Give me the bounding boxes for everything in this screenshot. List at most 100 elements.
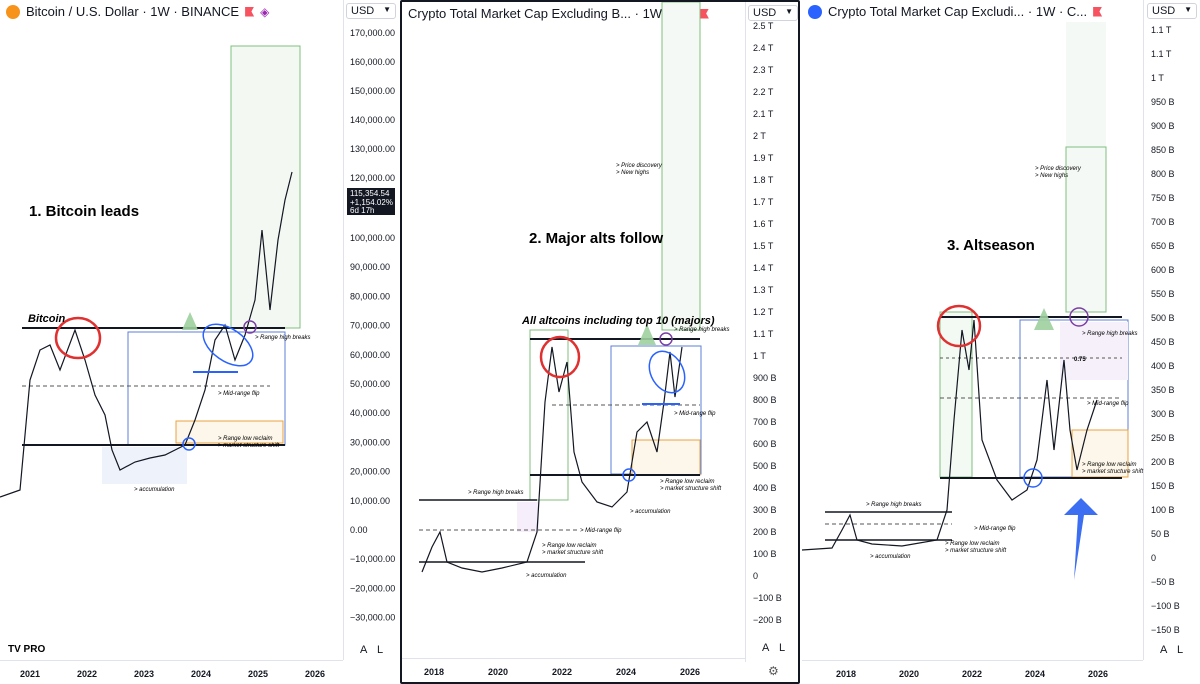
compare-icon[interactable]: ◈ xyxy=(260,4,270,19)
auto-scale-button[interactable]: A xyxy=(360,644,368,656)
y-tick-label: 120,000.00 xyxy=(350,173,395,183)
currency-select[interactable]: USD ▼ xyxy=(346,3,396,19)
y-tick-label: 250 B xyxy=(1151,433,1175,443)
top-circle-highlight xyxy=(936,304,982,348)
discovery-zone xyxy=(1060,322,1128,380)
annotation-range-low-2: > Range low reclaim xyxy=(660,479,715,485)
y-tick-label: 800 B xyxy=(753,395,777,405)
x-tick-label: 2021 xyxy=(20,669,40,679)
y-tick-label: 1.6 T xyxy=(753,219,774,229)
y-tick-label: 10,000.00 xyxy=(350,496,390,506)
annotation-mid-range: > Mid-range flip xyxy=(1087,401,1129,407)
x-tick-label: 2025 xyxy=(248,669,268,679)
target-box xyxy=(661,2,701,331)
time-axis[interactable]: 2018 2020 2022 2024 2026 xyxy=(802,660,1143,684)
fib-075-label: 0.75 xyxy=(1074,357,1086,363)
y-tick-label: 650 B xyxy=(1151,241,1175,251)
y-tick-label: 30,000.00 xyxy=(350,437,390,447)
y-tick-label: 50 B xyxy=(1151,529,1170,539)
flag-icon[interactable] xyxy=(699,8,709,19)
log-scale-button[interactable]: L xyxy=(1177,644,1184,656)
currency-select[interactable]: USD ▼ xyxy=(1147,3,1197,19)
chart-canvas[interactable]: 1.1 T 1.1 T 1 T 950 B 900 B 850 B 800 B 750 B 70… xyxy=(802,0,1200,684)
x-tick-label: 2022 xyxy=(77,669,97,679)
last-price-change: +1,154.02% xyxy=(350,198,393,207)
symbol-title[interactable]: Crypto Total Market Cap Excluding B... ·… xyxy=(408,6,709,21)
up-arrow xyxy=(1034,308,1054,368)
price-line xyxy=(421,346,683,573)
top-circle-highlight xyxy=(54,316,102,360)
time-axis[interactable]: 2018 2020 2022 2024 2026 xyxy=(402,658,745,682)
target-zone xyxy=(1066,22,1106,312)
chart-canvas[interactable]: 170,000.00 160,000.00 150,000.00 140,000.00… xyxy=(0,0,400,684)
price-axis[interactable] xyxy=(1143,0,1200,660)
y-tick-label: 100 B xyxy=(753,549,777,559)
chart-panel-others-total[interactable]: Crypto Total Market Cap Excluding B... ·… xyxy=(400,0,800,684)
y-tick-label: 80,000.00 xyxy=(350,291,390,301)
symbol-title-text: Crypto Total Market Cap Excluding B... ·… xyxy=(408,6,694,21)
annotation-accumulation: > accumulation xyxy=(134,487,175,493)
symbol-title[interactable]: Bitcoin / U.S. Dollar · 1W · BINANCE ◈ xyxy=(6,4,269,19)
annotation-range-high: > Range high breaks xyxy=(255,335,311,341)
tradingview-logo[interactable]: TV PRO xyxy=(8,644,45,655)
reclaim-circle xyxy=(622,468,636,482)
y-tick-label: 160,000.00 xyxy=(350,57,395,67)
currency-select[interactable]: USD ▼ xyxy=(748,5,798,21)
flag-icon[interactable] xyxy=(1093,6,1103,17)
breakout-circle xyxy=(659,332,673,346)
annotation-range-low: > Range low reclaim xyxy=(1082,462,1137,468)
coin-icon xyxy=(808,4,822,19)
range-low-box xyxy=(631,439,701,476)
y-tick-label: −10,000.00 xyxy=(350,554,395,564)
x-tick-label: 2024 xyxy=(1025,669,1045,679)
y-tick-label: 170,000.00 xyxy=(350,28,395,38)
y-tick-label: 200 B xyxy=(753,527,777,537)
y-tick-label: 90,000.00 xyxy=(350,262,390,272)
y-tick-label: −50 B xyxy=(1151,577,1175,587)
y-tick-label: 1.8 T xyxy=(753,175,774,185)
settings-gear-icon[interactable]: ⚙ xyxy=(768,664,779,678)
auto-scale-button[interactable]: A xyxy=(762,642,770,654)
price-axis[interactable] xyxy=(745,2,798,662)
y-tick-label: 950 B xyxy=(1151,97,1175,107)
y-tick-label: 1.1 T xyxy=(1151,49,1172,59)
y-tick-label: 400 B xyxy=(753,483,777,493)
y-tick-label: 2.5 T xyxy=(753,21,774,31)
chart-canvas[interactable]: 2.5 T 2.4 T 2.3 T 2.2 T 2.1 T 2 T 1.9 T 1.8 T 1.… xyxy=(402,2,800,684)
y-tick-label: 850 B xyxy=(1151,145,1175,155)
bar-countdown: 6d 17h xyxy=(350,206,374,215)
annotation-structure-shift: > market structure shift xyxy=(542,550,604,556)
chevron-down-icon: ▼ xyxy=(785,7,793,16)
y-tick-label: 350 B xyxy=(1151,385,1175,395)
flag-icon[interactable] xyxy=(245,6,255,17)
y-tick-label: 1.3 T xyxy=(753,285,774,295)
y-tick-label: −100 B xyxy=(1151,601,1180,611)
symbol-title[interactable]: Crypto Total Market Cap Excludi... · 1W … xyxy=(808,4,1103,19)
y-tick-label: 60,000.00 xyxy=(350,350,390,360)
symbol-title-text: Bitcoin / U.S. Dollar · 1W · BINANCE xyxy=(26,4,240,19)
reclaim-circle xyxy=(1023,468,1043,488)
price-axis[interactable] xyxy=(343,0,400,660)
up-arrow xyxy=(182,312,198,380)
time-axis[interactable]: 2021 2022 2023 2024 2025 2026 xyxy=(0,660,343,684)
annotation-price-discovery: > Price discovery xyxy=(616,163,663,169)
reclaim-circle xyxy=(182,437,196,451)
x-tick-label: 2026 xyxy=(1088,669,1108,679)
annotation-new-highs: > New highs xyxy=(616,170,649,176)
y-tick-label: 800 B xyxy=(1151,169,1175,179)
y-tick-label: 40,000.00 xyxy=(350,408,390,418)
y-tick-label: 900 B xyxy=(753,373,777,383)
annotation-price-discovery: > Price discovery xyxy=(1035,166,1082,172)
annotation-range-high: > Range high breaks xyxy=(1082,331,1138,337)
x-tick-label: 2018 xyxy=(424,667,444,677)
y-tick-label: 0.00 xyxy=(350,525,368,535)
auto-scale-button[interactable]: A xyxy=(1160,644,1168,656)
chart-panel-bitcoin[interactable]: Bitcoin / U.S. Dollar · 1W · BINANCE ◈ U… xyxy=(0,0,400,684)
x-tick-label: 2026 xyxy=(680,667,700,677)
x-tick-label: 2022 xyxy=(962,669,982,679)
y-tick-label: 2 T xyxy=(753,131,766,141)
annotation-range-low: > Range low reclaim xyxy=(542,543,597,549)
chart-panel-others-excl[interactable]: Crypto Total Market Cap Excludi... · 1W … xyxy=(802,0,1200,684)
log-scale-button[interactable]: L xyxy=(377,644,384,656)
log-scale-button[interactable]: L xyxy=(779,642,786,654)
